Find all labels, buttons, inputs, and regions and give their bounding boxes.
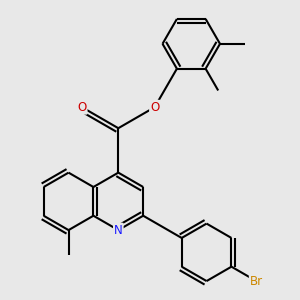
Text: O: O xyxy=(150,101,159,114)
Text: Br: Br xyxy=(250,274,263,288)
Text: O: O xyxy=(77,101,87,114)
Text: N: N xyxy=(114,224,123,237)
